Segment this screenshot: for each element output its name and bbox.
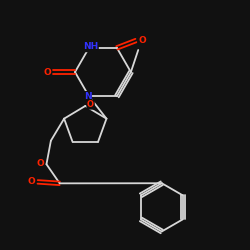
Text: N: N: [84, 92, 91, 101]
Text: O: O: [87, 100, 94, 109]
Text: O: O: [27, 178, 35, 186]
Text: NH: NH: [83, 42, 98, 51]
Text: O: O: [138, 36, 146, 45]
Text: O: O: [36, 159, 44, 168]
Text: O: O: [43, 68, 51, 76]
